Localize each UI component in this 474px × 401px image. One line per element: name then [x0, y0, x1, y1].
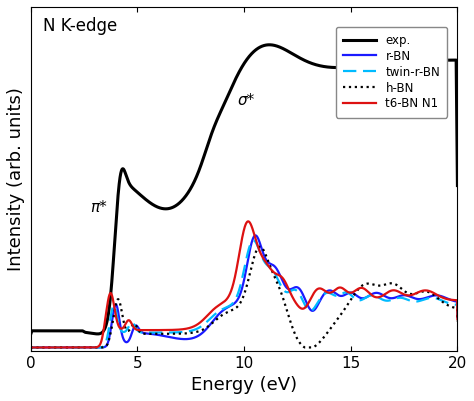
Text: N K-edge: N K-edge — [43, 17, 118, 35]
Line: r-BN: r-BN — [30, 235, 457, 348]
t6-BN N1 — [246, 219, 251, 224]
exp. — [27, 332, 33, 337]
t6-BN N1 — [102, 322, 108, 326]
Y-axis label: Intensity (arb. units): Intensity (arb. units) — [7, 87, 25, 271]
Text: σ*: σ* — [237, 93, 255, 108]
r-BN — [447, 297, 452, 302]
twin-r-BN — [102, 343, 108, 348]
twin-r-BN — [447, 301, 452, 306]
h-BN — [102, 344, 108, 349]
Legend: exp., r-BN, twin-r-BN, h-BN, t6-BN N1: exp., r-BN, twin-r-BN, h-BN, t6-BN N1 — [336, 26, 447, 117]
r-BN — [210, 319, 216, 324]
t6-BN N1 — [191, 324, 197, 328]
t6-BN N1 — [27, 345, 33, 350]
t6-BN N1 — [455, 317, 460, 322]
X-axis label: Energy (eV): Energy (eV) — [191, 376, 297, 394]
r-BN — [191, 335, 197, 340]
r-BN — [401, 293, 406, 298]
h-BN — [210, 320, 216, 325]
t6-BN N1 — [210, 308, 216, 312]
t6-BN N1 — [447, 297, 452, 302]
r-BN — [76, 345, 82, 350]
twin-r-BN — [455, 317, 460, 322]
exp. — [447, 58, 452, 63]
twin-r-BN — [251, 238, 256, 243]
exp. — [455, 183, 460, 188]
r-BN — [27, 345, 33, 350]
twin-r-BN — [27, 345, 33, 350]
r-BN — [253, 233, 258, 238]
h-BN — [76, 345, 82, 350]
exp. — [102, 327, 108, 332]
h-BN — [27, 345, 33, 350]
twin-r-BN — [401, 296, 406, 301]
Line: twin-r-BN: twin-r-BN — [30, 241, 457, 348]
h-BN — [257, 244, 263, 249]
r-BN — [455, 315, 460, 320]
h-BN — [447, 304, 452, 308]
exp. — [266, 43, 272, 47]
Line: t6-BN N1: t6-BN N1 — [30, 221, 457, 348]
t6-BN N1 — [401, 292, 406, 296]
twin-r-BN — [210, 314, 216, 319]
h-BN — [401, 288, 406, 292]
h-BN — [455, 319, 460, 324]
exp. — [76, 328, 82, 333]
exp. — [210, 128, 216, 133]
Text: π*: π* — [90, 200, 107, 215]
exp. — [191, 179, 197, 184]
exp. — [401, 59, 406, 64]
Line: h-BN: h-BN — [30, 247, 457, 348]
Line: exp.: exp. — [30, 45, 457, 335]
h-BN — [191, 330, 197, 335]
twin-r-BN — [191, 328, 197, 332]
twin-r-BN — [76, 345, 82, 350]
t6-BN N1 — [76, 345, 82, 350]
r-BN — [102, 344, 108, 349]
